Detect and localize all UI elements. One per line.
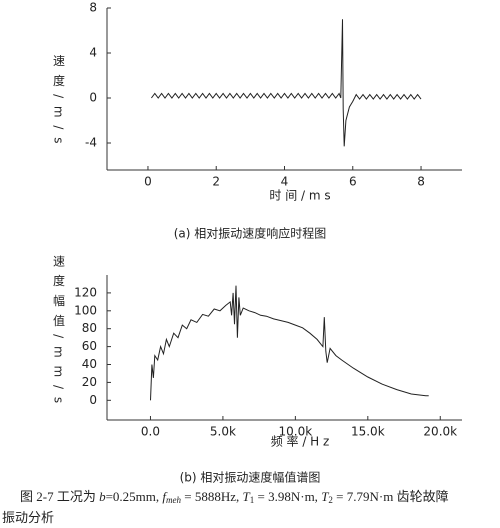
x-tick-label: 5.0k: [210, 425, 236, 439]
y-tick-label: 0: [89, 393, 97, 407]
caption-part: f: [162, 489, 168, 504]
caption-part: = 3.98N·m,: [254, 489, 321, 504]
x-tick-label: 20.0k: [423, 425, 457, 439]
y-axis-title: 速 度 幅 值 / m m / s: [52, 254, 66, 405]
x-axis-title: 频 率 / H z: [271, 434, 330, 449]
data-line: [150, 285, 429, 401]
caption-part: = 5888Hz,: [181, 489, 243, 504]
caption-part: T: [243, 489, 251, 504]
x-tick-label: 8: [417, 175, 425, 189]
data-line: [151, 19, 422, 147]
y-tick-label: 120: [74, 285, 97, 299]
y-tick-label: 4: [89, 46, 97, 60]
chart-caption: (b) 相对振动速度幅值谱图: [180, 470, 321, 485]
figure-caption: 图 2-7 工况为 b=0.25mm, fmeh = 5888Hz, T1 = …: [20, 489, 449, 505]
x-tick-label: 4: [281, 175, 289, 189]
y-tick-label: 40: [82, 357, 97, 371]
y-axis-title: 速 度 / m / s: [52, 54, 66, 146]
chart-caption: (a) 相对振动速度响应时程图: [174, 226, 327, 241]
caption-part: 图 2-7 工况为: [20, 489, 99, 504]
caption-part: 2: [328, 495, 333, 505]
caption-part: b: [99, 489, 106, 504]
caption-part: meh: [166, 495, 181, 505]
y-tick-label: 100: [74, 303, 97, 317]
y-tick-label: 0: [89, 91, 97, 105]
caption-part: = 7.79N·m 齿轮故障: [333, 489, 449, 504]
x-tick-label: 6: [349, 175, 357, 189]
y-tick-label: 80: [82, 321, 97, 335]
x-tick-label: 0.0: [141, 425, 160, 439]
caption-part: T: [321, 489, 329, 504]
x-tick-label: 2: [212, 175, 220, 189]
y-tick-label: 8: [89, 1, 97, 15]
y-tick-label: 60: [82, 339, 97, 353]
caption-part: =0.25mm,: [106, 489, 163, 504]
y-tick-label: 20: [82, 375, 97, 389]
y-tick-label: -4: [85, 136, 97, 150]
x-axis-title: 时 间 / m s: [269, 189, 330, 203]
x-tick-label: 0: [144, 175, 152, 189]
x-tick-label: 10.0k: [279, 425, 313, 439]
caption-part: 1: [250, 495, 255, 505]
x-tick-label: 15.0k: [351, 425, 385, 439]
figure-caption-line: 振动分析: [2, 510, 54, 525]
